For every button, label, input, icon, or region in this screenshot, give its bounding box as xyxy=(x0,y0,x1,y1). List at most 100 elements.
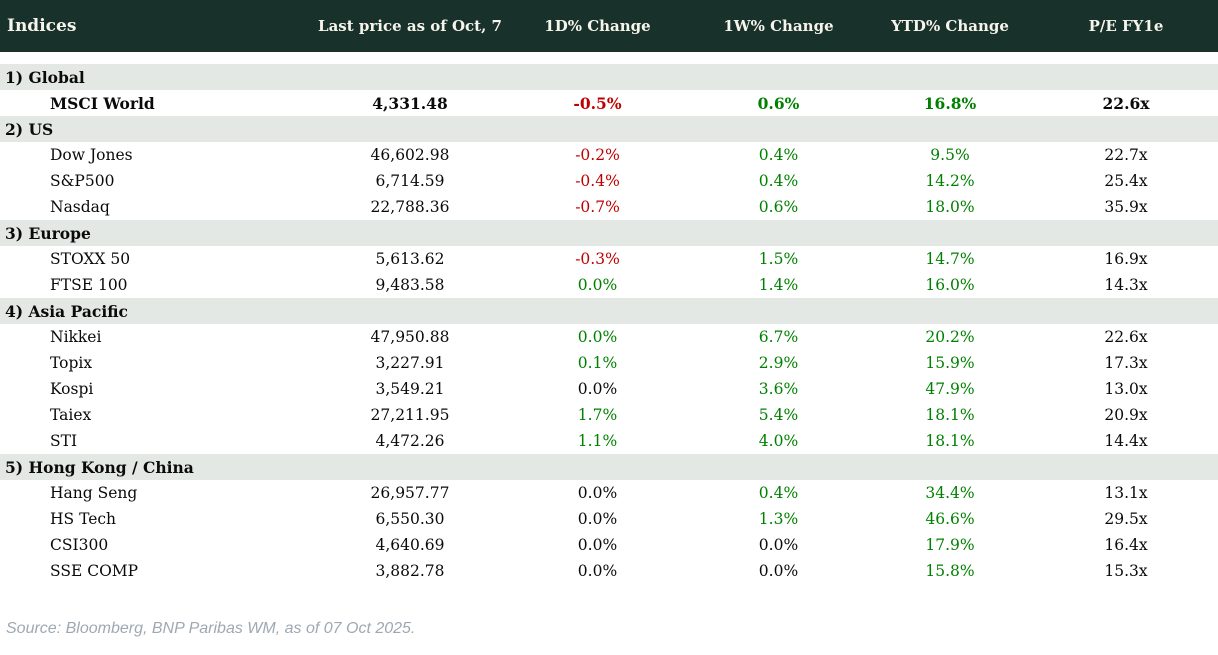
1d-change: 0.0% xyxy=(577,536,618,554)
section-row: 4) Asia Pacific xyxy=(0,298,1218,324)
index-name: Dow Jones xyxy=(50,146,133,164)
ytd-change: 47.9% xyxy=(925,380,975,398)
ytd-change: 46.6% xyxy=(925,510,975,528)
section-label: 2) US xyxy=(5,119,54,139)
last-price: 26,957.77 xyxy=(370,484,450,502)
last-price: 3,549.21 xyxy=(375,380,445,398)
1d-change: 0.0% xyxy=(577,484,618,502)
section-row: 1) Global xyxy=(0,64,1218,90)
last-price: 3,882.78 xyxy=(375,562,445,580)
column-header-1d-change: 1D% Change xyxy=(544,17,651,35)
table-row: Kospi 3,549.21 0.0% 3.6% 47.9% 13.0x xyxy=(0,376,1218,402)
1w-change: 3.6% xyxy=(758,380,799,398)
ytd-change: 15.9% xyxy=(925,354,975,372)
1d-change: -0.4% xyxy=(575,172,620,190)
1w-change: 5.4% xyxy=(758,406,799,424)
section-label: 3) Europe xyxy=(5,223,91,243)
column-header-last-price: Last price as of Oct, 7 xyxy=(318,17,502,35)
1d-change: -0.2% xyxy=(575,146,620,164)
table-row: CSI300 4,640.69 0.0% 0.0% 17.9% 16.4x xyxy=(0,532,1218,558)
table-row: Hang Seng 26,957.77 0.0% 0.4% 34.4% 13.1x xyxy=(0,480,1218,506)
pe-ratio: 13.1x xyxy=(1104,484,1148,502)
ytd-change: 34.4% xyxy=(925,484,975,502)
1w-change: 0.0% xyxy=(758,536,799,554)
index-name: STI xyxy=(50,432,78,450)
pe-ratio: 14.3x xyxy=(1104,276,1148,294)
pe-ratio: 20.9x xyxy=(1104,406,1148,424)
1d-change: 0.1% xyxy=(577,354,618,372)
column-header-pe: P/E FY1e xyxy=(1088,17,1164,35)
section-label: 1) Global xyxy=(5,67,85,87)
pe-ratio: 22.6x xyxy=(1104,328,1148,346)
section-row: 3) Europe xyxy=(0,220,1218,246)
1d-change: -0.3% xyxy=(575,250,620,268)
1d-change: 0.0% xyxy=(577,510,618,528)
last-price: 9,483.58 xyxy=(375,276,445,294)
ytd-change: 14.7% xyxy=(925,250,975,268)
index-name: HS Tech xyxy=(50,510,117,528)
pe-ratio: 25.4x xyxy=(1104,172,1148,190)
ytd-change: 18.1% xyxy=(925,432,975,450)
1w-change: 0.4% xyxy=(758,484,799,502)
column-header-1w-change: 1W% Change xyxy=(723,17,834,35)
index-name: STOXX 50 xyxy=(50,250,131,268)
1d-change: -0.5% xyxy=(573,93,622,113)
last-price: 47,950.88 xyxy=(370,328,450,346)
last-price: 6,714.59 xyxy=(375,172,445,190)
pe-ratio: 14.4x xyxy=(1104,432,1148,450)
pe-ratio: 22.6x xyxy=(1102,93,1150,113)
1w-change: 6.7% xyxy=(758,328,799,346)
last-price: 4,472.26 xyxy=(375,432,445,450)
index-name: CSI300 xyxy=(50,536,109,554)
1w-change: 0.4% xyxy=(758,146,799,164)
index-name: S&P500 xyxy=(50,172,115,190)
1w-change: 4.0% xyxy=(758,432,799,450)
section-label: 4) Asia Pacific xyxy=(5,301,128,321)
index-name: Nasdaq xyxy=(50,198,110,216)
last-price: 5,613.62 xyxy=(375,250,445,268)
table-row: MSCI World 4,331.48 -0.5% 0.6% 16.8% 22.6x xyxy=(0,90,1218,116)
index-name: Topix xyxy=(50,354,93,372)
table-row: Nasdaq 22,788.36 -0.7% 0.6% 18.0% 35.9x xyxy=(0,194,1218,220)
last-price: 4,331.48 xyxy=(372,93,448,113)
pe-ratio: 16.4x xyxy=(1104,536,1148,554)
ytd-change: 16.0% xyxy=(925,276,975,294)
pe-ratio: 15.3x xyxy=(1104,562,1148,580)
1d-change: 0.0% xyxy=(577,328,618,346)
table-row: S&P500 6,714.59 -0.4% 0.4% 14.2% 25.4x xyxy=(0,168,1218,194)
section-row: 2) US xyxy=(0,116,1218,142)
last-price: 27,211.95 xyxy=(370,406,450,424)
ytd-change: 16.8% xyxy=(923,93,977,113)
index-name: SSE COMP xyxy=(50,562,139,580)
index-name: FTSE 100 xyxy=(50,276,128,294)
table-row: SSE COMP 3,882.78 0.0% 0.0% 15.8% 15.3x xyxy=(0,558,1218,584)
index-name: Hang Seng xyxy=(50,484,138,502)
1w-change: 2.9% xyxy=(758,354,799,372)
index-name: Kospi xyxy=(50,380,94,398)
ytd-change: 18.1% xyxy=(925,406,975,424)
table-row: FTSE 100 9,483.58 0.0% 1.4% 16.0% 14.3x xyxy=(0,272,1218,298)
ytd-change: 20.2% xyxy=(925,328,975,346)
last-price: 4,640.69 xyxy=(375,536,445,554)
table-row: Nikkei 47,950.88 0.0% 6.7% 20.2% 22.6x xyxy=(0,324,1218,350)
1d-change: 1.1% xyxy=(577,432,618,450)
column-header-ytd-change: YTD% Change xyxy=(891,17,1009,35)
ytd-change: 17.9% xyxy=(925,536,975,554)
index-name: MSCI World xyxy=(50,93,155,113)
table-row: Topix 3,227.91 0.1% 2.9% 15.9% 17.3x xyxy=(0,350,1218,376)
table-row: STOXX 50 5,613.62 -0.3% 1.5% 14.7% 16.9x xyxy=(0,246,1218,272)
table-row: HS Tech 6,550.30 0.0% 1.3% 46.6% 29.5x xyxy=(0,506,1218,532)
1d-change: 0.0% xyxy=(577,380,618,398)
1d-change: -0.7% xyxy=(575,198,620,216)
1w-change: 1.5% xyxy=(758,250,799,268)
last-price: 46,602.98 xyxy=(370,146,450,164)
1d-change: 0.0% xyxy=(577,562,618,580)
header-gap xyxy=(0,52,1218,64)
1w-change: 0.0% xyxy=(758,562,799,580)
pe-ratio: 13.0x xyxy=(1104,380,1148,398)
ytd-change: 9.5% xyxy=(930,146,970,164)
ytd-change: 15.8% xyxy=(925,562,975,580)
table-row: STI 4,472.26 1.1% 4.0% 18.1% 14.4x xyxy=(0,428,1218,454)
indices-table-body: 1) Global MSCI World 4,331.48 -0.5% 0.6% 16.8… xyxy=(0,64,1218,584)
last-price: 22,788.36 xyxy=(370,198,450,216)
